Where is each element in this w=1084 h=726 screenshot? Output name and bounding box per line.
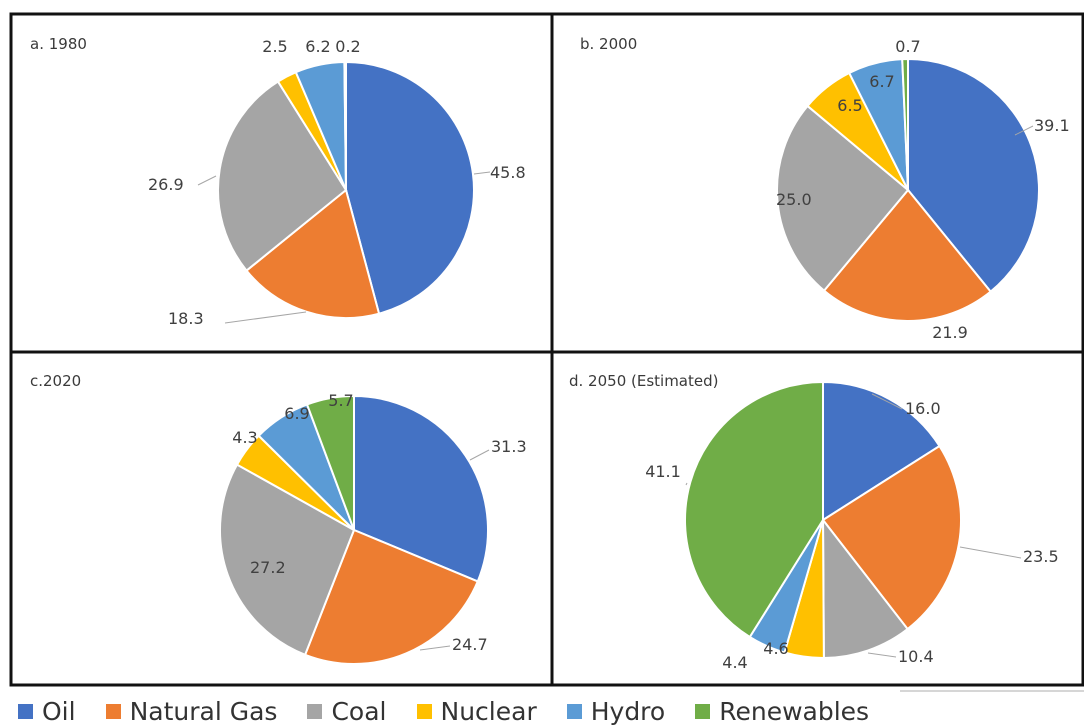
data-label-coal: 25.0 [776, 190, 812, 209]
panel-title: b. 2000 [580, 35, 637, 53]
legend-swatch-natural-gas [105, 703, 121, 719]
legend-swatch-oil [18, 703, 33, 719]
data-label-natural-gas: 23.5 [1023, 547, 1059, 566]
legend-swatch-hydro [566, 703, 582, 719]
data-label-hydro: 4.4 [722, 653, 747, 672]
pie-slice-renewables [305, 394, 355, 531]
data-label-hydro: 6.9 [284, 404, 309, 423]
data-label-oil: 16.0 [905, 399, 941, 418]
leader-line [419, 645, 451, 651]
data-label-nuclear: 4.6 [763, 639, 788, 658]
legend: Oil Natural Gas Coal Nuclear Hydro Renew… [18, 696, 1078, 726]
data-label-oil: 31.3 [491, 437, 527, 456]
legend-swatch-renewables [695, 703, 711, 719]
legend-item-nuclear: Nuclear [416, 696, 537, 726]
legend-item-oil: Oil [18, 697, 76, 726]
data-label-nuclear: 2.5 [262, 37, 287, 56]
data-label-natural-gas: 24.7 [452, 635, 488, 654]
data-label-oil: 45.8 [490, 163, 526, 182]
pie-slice-coal [821, 517, 909, 660]
data-label-renewables: 5.7 [328, 391, 353, 410]
data-label-coal: 10.4 [898, 647, 934, 666]
legend-swatch-nuclear [416, 703, 432, 719]
data-label-coal: 27.2 [250, 558, 286, 577]
leader-line [224, 311, 307, 324]
panel-title: d. 2050 (Estimated) [569, 372, 718, 390]
leader-line [197, 175, 217, 186]
legend-label-natural-gas: Natural Gas [129, 696, 278, 726]
pie-2050: d. 2050 (Estimated) 16.0 23.5 10.4 4.6 4.4 41.… [569, 372, 1059, 672]
pie-slice-oil [907, 57, 1040, 294]
pie-slice-natural-gas [822, 188, 993, 322]
legend-label-nuclear: Nuclear [440, 696, 537, 726]
pie-slice-renewables [901, 57, 909, 191]
leader-line [469, 449, 490, 461]
legend-item-coal: Coal [307, 696, 387, 726]
pie-slice-natural-gas [821, 444, 962, 631]
leader-line [1014, 125, 1034, 136]
pie-slice-coal [776, 104, 910, 293]
data-label-oil: 39.1 [1034, 116, 1070, 135]
panel-title: c.2020 [30, 372, 81, 390]
leader-line [871, 393, 903, 410]
leader-line [867, 652, 897, 658]
leader-line [959, 546, 1022, 559]
data-label-hydro: 6.2 [305, 37, 330, 56]
pie-slice-oil [822, 380, 941, 522]
legend-swatch-coal [307, 703, 323, 719]
legend-item-natural-gas: Natural Gas [105, 696, 278, 726]
pie-slice-oil [345, 60, 475, 315]
pie-slice-oil [353, 394, 489, 583]
data-label-renewables: 0.7 [895, 37, 920, 56]
pie-slice-coal [217, 80, 348, 272]
panel-title: a. 1980 [30, 35, 87, 53]
legend-label-hydro: Hydro [590, 696, 666, 726]
leader-line [685, 482, 688, 486]
pie-slice-natural-gas [245, 188, 381, 319]
pie-slice-renewables [684, 380, 824, 639]
data-label-renewables: 0.2 [335, 37, 360, 56]
pie-slice-renewables [343, 60, 347, 191]
data-label-renewables: 41.1 [645, 462, 681, 481]
legend-label-coal: Coal [331, 696, 387, 726]
data-label-nuclear: 4.3 [232, 428, 257, 447]
data-label-hydro: 6.7 [869, 72, 894, 91]
pie-2000: b. 2000 39.1 21.9 25.0 6.5 6.70.7 [580, 35, 1070, 342]
data-label-nuclear: 6.5 [837, 96, 862, 115]
data-label-coal: 26.9 [148, 175, 184, 194]
legend-label-oil: Oil [42, 696, 76, 726]
data-label-natural-gas: 21.9 [932, 323, 968, 342]
pie-slice-natural-gas [303, 528, 480, 665]
leader-line [473, 171, 491, 175]
panel-frame-d [550, 350, 1084, 687]
legend-item-renewables: Renewables [695, 697, 869, 726]
pie-2020: c.2020 31.3 24.7 27.2 4.3 6.9 5.7 [30, 372, 527, 665]
legend-item-hydro: Hydro [566, 696, 666, 726]
legend-label-renewables: Renewables [719, 696, 870, 726]
pie-1980: a. 1980 45.8 18.3 26.9 2.5 6.2 0.2 [30, 35, 526, 328]
data-label-natural-gas: 18.3 [168, 309, 204, 328]
